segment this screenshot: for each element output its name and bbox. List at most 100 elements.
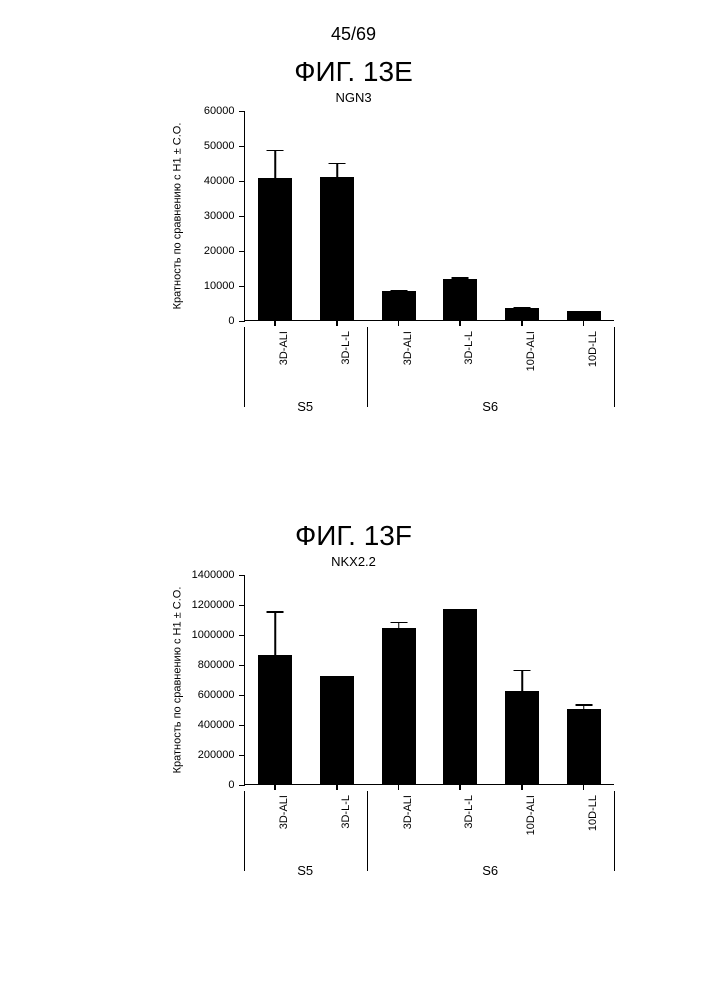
error-cap <box>267 611 284 613</box>
x-tick-label: 10D-ALI <box>525 795 537 847</box>
group-label: S6 <box>367 863 614 878</box>
chart-wrap: Кратность по сравнению с H1 ± С.О.010000… <box>54 111 654 423</box>
y-tick <box>239 286 245 287</box>
chart-wrap: Кратность по сравнению с H1 ± С.О.020000… <box>54 575 654 887</box>
figure-title: ФИГ. 13F <box>0 520 707 552</box>
y-tick <box>239 111 245 112</box>
x-tick <box>459 785 461 790</box>
error-bar <box>336 163 338 178</box>
y-tick <box>239 785 245 786</box>
x-tick <box>398 785 400 790</box>
x-tick-label: 3D-L-L <box>463 795 475 847</box>
figure-subtitle: NGN3 <box>0 90 707 105</box>
group-divider <box>367 327 369 407</box>
error-cap <box>390 290 407 292</box>
y-tick-label: 1200000 <box>192 599 235 611</box>
x-tick <box>521 785 523 790</box>
x-tick-label: 3D-ALI <box>278 795 290 847</box>
group-label: S5 <box>244 399 367 414</box>
bar <box>258 655 292 784</box>
y-tick-label: 1000000 <box>192 629 235 641</box>
y-tick-label: 600000 <box>198 689 235 701</box>
group-label: S5 <box>244 863 367 878</box>
y-tick-label: 400000 <box>198 719 235 731</box>
page-number: 45/69 <box>0 24 707 45</box>
group-divider <box>244 327 246 407</box>
y-tick <box>239 665 245 666</box>
y-tick <box>239 695 245 696</box>
y-tick-label: 20000 <box>204 245 235 257</box>
figure-block: ФИГ. 13F NKX2.2 Кратность по сравнению с H… <box>0 520 707 887</box>
y-tick <box>239 755 245 756</box>
x-tick-label: 3D-ALI <box>402 331 414 383</box>
bar <box>443 279 477 320</box>
y-tick-label: 50000 <box>204 140 235 152</box>
y-tick-label: 10000 <box>204 280 235 292</box>
bar <box>505 691 539 784</box>
y-tick <box>239 605 245 606</box>
group-divider <box>614 791 616 871</box>
bar <box>382 291 416 320</box>
page: 45/69 ФИГ. 13E NGN3 Кратность по сравнению… <box>0 0 707 1000</box>
x-tick-label: 3D-ALI <box>402 795 414 847</box>
group-divider <box>244 791 246 871</box>
error-bar <box>275 150 277 180</box>
error-cap <box>575 311 592 313</box>
bar <box>258 178 292 320</box>
bar <box>320 177 354 321</box>
x-tick <box>274 321 276 326</box>
error-cap <box>267 150 284 152</box>
x-tick <box>521 321 523 326</box>
bar <box>567 311 601 320</box>
y-axis-label: Кратность по сравнению с H1 ± С.О. <box>171 587 183 774</box>
y-tick <box>239 725 245 726</box>
group-label: S6 <box>367 399 614 414</box>
error-cap <box>575 704 592 706</box>
bar <box>505 308 539 320</box>
x-tick-label: 3D-L-L <box>340 795 352 847</box>
x-tick-label: 3D-ALI <box>278 331 290 383</box>
error-cap <box>514 670 531 672</box>
y-tick-label: 30000 <box>204 210 235 222</box>
x-tick <box>398 321 400 326</box>
plot-area: 0200000400000600000800000100000012000001… <box>244 575 614 785</box>
x-tick-label: 10D-ALI <box>525 331 537 383</box>
x-tick-label: 10D-LL <box>587 331 599 383</box>
x-tick <box>336 785 338 790</box>
bar <box>320 676 354 784</box>
error-cap <box>329 163 346 165</box>
y-tick <box>239 321 245 322</box>
y-tick <box>239 635 245 636</box>
error-cap <box>514 307 531 309</box>
x-tick <box>583 321 585 326</box>
error-bar <box>275 611 277 656</box>
x-tick-label: 3D-L-L <box>340 331 352 383</box>
x-tick <box>274 785 276 790</box>
y-tick-label: 40000 <box>204 175 235 187</box>
plot-area: 0100002000030000400005000060000 <box>244 111 614 321</box>
y-tick-label: 800000 <box>198 659 235 671</box>
y-tick-label: 1400000 <box>192 569 235 581</box>
x-tick-label: 3D-L-L <box>463 331 475 383</box>
error-cap <box>390 622 407 624</box>
figure-subtitle: NKX2.2 <box>0 554 707 569</box>
x-tick <box>583 785 585 790</box>
x-tick <box>459 321 461 326</box>
y-tick <box>239 251 245 252</box>
figure-title: ФИГ. 13E <box>0 56 707 88</box>
y-tick <box>239 216 245 217</box>
y-tick-label: 0 <box>228 315 234 327</box>
error-cap <box>452 277 469 279</box>
y-tick <box>239 181 245 182</box>
y-tick-label: 200000 <box>198 749 235 761</box>
group-divider <box>367 791 369 871</box>
y-tick-label: 0 <box>228 779 234 791</box>
group-divider <box>614 327 616 407</box>
error-bar <box>521 670 523 693</box>
bar <box>382 628 416 784</box>
y-tick <box>239 146 245 147</box>
bar <box>443 609 477 785</box>
x-tick <box>336 321 338 326</box>
bar <box>567 709 601 784</box>
y-axis-label: Кратность по сравнению с H1 ± С.О. <box>171 123 183 310</box>
